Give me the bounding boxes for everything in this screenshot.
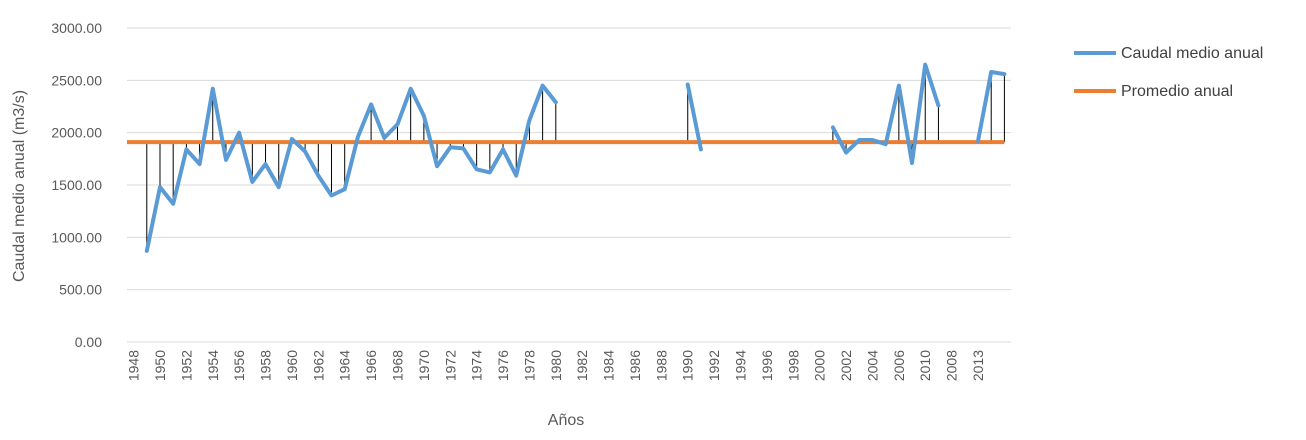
x-tick-label: 1990 [680,350,696,381]
x-tick-label: 1982 [574,350,590,381]
x-tick-label: 1952 [178,350,194,381]
x-tick-label: 2004 [864,350,880,381]
series-line-segment [830,62,941,165]
x-tick-label: 1984 [601,350,617,381]
x-tick-label: 1994 [733,350,749,381]
y-tick-label: 3000.00 [51,20,102,36]
series-line-segment [976,70,1007,143]
x-tick-label: 2013 [970,350,986,381]
x-tick-label: 1998 [785,350,801,381]
x-tick-label: 1980 [548,350,564,381]
x-axis-ticks: 1948 1950 1952 1954 1956 1958 1960 1962 1964 1966… [126,350,986,381]
x-tick-label: 1964 [337,350,353,381]
x-tick-label: 1970 [416,350,432,381]
x-axis-title: Años [548,412,584,429]
x-tick-label: 1992 [706,350,722,381]
x-tick-label: 1962 [310,350,326,381]
legend-label-caudal: Caudal medio anual [1121,45,1263,62]
y-tick-label: 0.00 [75,334,102,350]
y-tick-label: 2000.00 [51,125,102,141]
series-line-segment [144,83,558,253]
x-tick-label: 1950 [152,350,168,381]
x-tick-label: 2008 [944,350,960,381]
x-tick-label: 1960 [284,350,300,381]
x-tick-label: 1954 [205,350,221,381]
x-tick-label: 1968 [389,350,405,381]
x-tick-label: 1958 [258,350,274,381]
series-line-segment [685,82,703,152]
x-tick-label: 2000 [812,350,828,381]
x-tick-label: 2010 [917,350,933,381]
x-tick-label: 2006 [891,350,907,381]
deviation-lines [146,64,1005,251]
y-tick-label: 2500.00 [51,72,102,88]
legend: Caudal medio anual Promedio anual [1074,45,1263,100]
x-tick-label: 1976 [495,350,511,381]
y-tick-label: 500.00 [59,282,102,298]
y-tick-label: 1500.00 [51,177,102,193]
legend-label-promedio: Promedio anual [1121,83,1233,100]
x-tick-label: 2002 [838,350,854,381]
x-tick-label: 1996 [759,350,775,381]
y-tick-label: 1000.00 [51,229,102,245]
x-tick-label: 1966 [363,350,379,381]
x-tick-label: 1978 [521,350,537,381]
x-tick-label: 1948 [126,350,142,381]
y-axis-ticks: 0.00 500.00 1000.00 1500.00 2000.00 2500.00 30… [51,20,102,350]
flow-series [144,62,1007,253]
gridlines [127,27,1011,343]
x-tick-label: 1972 [442,350,458,381]
x-tick-label: 1988 [653,350,669,381]
x-tick-label: 1974 [469,350,485,381]
y-axis-title: Caudal medio anual (m3/s) [11,90,28,282]
x-tick-label: 1956 [231,350,247,381]
x-tick-label: 1986 [627,350,643,381]
